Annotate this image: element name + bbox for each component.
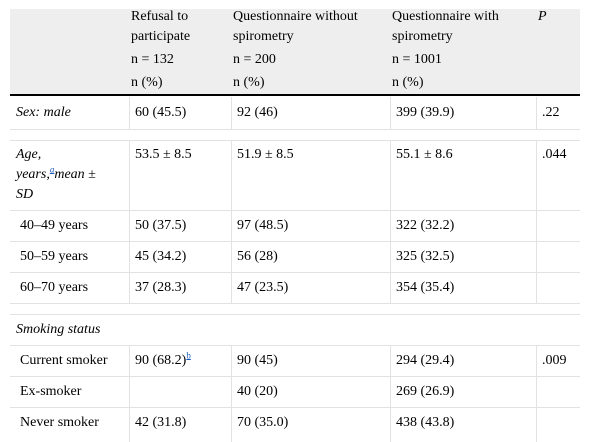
cell-value: 92 (46) xyxy=(237,105,278,120)
header-text: n (%) xyxy=(233,75,265,90)
row-label: Age, xyxy=(16,147,42,162)
section-label: Smoking status xyxy=(16,322,101,337)
header-text: Refusal to xyxy=(131,9,189,24)
header-text: participate xyxy=(131,29,191,44)
table-row: 40–49 years 50 (37.5) 97 (48.5) 322 (32.… xyxy=(10,211,580,242)
header-text: n = 1001 xyxy=(392,52,442,67)
header-text: n = 200 xyxy=(233,52,276,67)
row-label: Sex: male xyxy=(16,105,71,120)
header-text: spirometry xyxy=(233,29,294,44)
row-label: years,amean ± xyxy=(16,164,96,183)
cell-value: 50 (37.5) xyxy=(135,218,187,233)
cell-value: 56 (28) xyxy=(237,249,278,264)
cell-value: 97 (48.5) xyxy=(237,218,289,233)
header-rule xyxy=(10,94,580,96)
footnote-link-b[interactable]: b xyxy=(186,350,191,361)
row-label: Never smoker xyxy=(20,415,99,430)
row-spacer xyxy=(10,304,580,315)
header-text: n = 132 xyxy=(131,52,174,67)
table-row: Current smoker 90 (68.2)b 90 (45) 294 (2… xyxy=(10,346,580,377)
header-text: n (%) xyxy=(392,75,424,90)
row-label-part: mean ± xyxy=(54,167,96,182)
cell-value: 90 (45) xyxy=(237,353,278,368)
table-row: 60–70 years 37 (28.3) 47 (23.5) 354 (35.… xyxy=(10,273,580,304)
p-value: .22 xyxy=(542,105,560,120)
cell-value: 60 (45.5) xyxy=(135,105,187,120)
footnote-link-a[interactable]: a xyxy=(49,164,55,175)
cell-value: 51.9 ± 8.5 xyxy=(237,147,294,162)
header-text: spirometry xyxy=(392,29,453,44)
results-table: Refusal to participate n = 132 n (%) Que… xyxy=(10,9,580,96)
p-value: .044 xyxy=(542,147,567,162)
table-header: Refusal to participate n = 132 n (%) Que… xyxy=(10,9,580,96)
row-label: 60–70 years xyxy=(20,280,89,295)
header-text: n (%) xyxy=(131,75,163,90)
row-label: Ex-smoker xyxy=(20,384,82,399)
cell-value: 438 (43.8) xyxy=(396,415,455,430)
cell-value: 70 (35.0) xyxy=(237,415,289,430)
p-value: .009 xyxy=(542,353,567,368)
cell-value: 294 (29.4) xyxy=(396,353,455,368)
cell-value: 354 (35.4) xyxy=(396,280,455,295)
cell-text: 90 (68.2) xyxy=(135,353,187,368)
header-text: P xyxy=(538,9,547,24)
table-row: 50–59 years 45 (34.2) 56 (28) 325 (32.5) xyxy=(10,242,580,273)
row-label: 40–49 years xyxy=(20,218,89,233)
table-row: Sex: male 60 (45.5) 92 (46) 399 (39.9) .… xyxy=(10,97,580,130)
cell-value: 399 (39.9) xyxy=(396,105,455,120)
cell-value: 55.1 ± 8.6 xyxy=(396,147,453,162)
cell-value: 269 (26.9) xyxy=(396,384,455,399)
cell-value: 325 (32.5) xyxy=(396,249,455,264)
row-spacer xyxy=(10,130,580,141)
cell-value: 42 (31.8) xyxy=(135,415,187,430)
row-label-part: years, xyxy=(16,167,50,182)
cell-value: 47 (23.5) xyxy=(237,280,289,295)
header-text: Questionnaire with xyxy=(392,9,499,24)
header-text: Questionnaire without xyxy=(233,9,358,24)
cell-value: 37 (28.3) xyxy=(135,280,187,295)
cell-value: 90 (68.2)b xyxy=(135,350,191,369)
cell-value: 45 (34.2) xyxy=(135,249,187,264)
table-row: Age, years,amean ± SD 53.5 ± 8.5 51.9 ± … xyxy=(10,141,580,211)
table-row: Never smoker 42 (31.8) 70 (35.0) 438 (43… xyxy=(10,408,580,442)
cell-value: 53.5 ± 8.5 xyxy=(135,147,192,162)
row-label: Current smoker xyxy=(20,353,108,368)
table-row: Smoking status xyxy=(10,315,580,346)
table-row: Ex-smoker 40 (20) 269 (26.9) xyxy=(10,377,580,408)
row-label: 50–59 years xyxy=(20,249,89,264)
row-label: SD xyxy=(16,187,34,202)
cell-value: 40 (20) xyxy=(237,384,278,399)
cell-value: 322 (32.2) xyxy=(396,218,455,233)
